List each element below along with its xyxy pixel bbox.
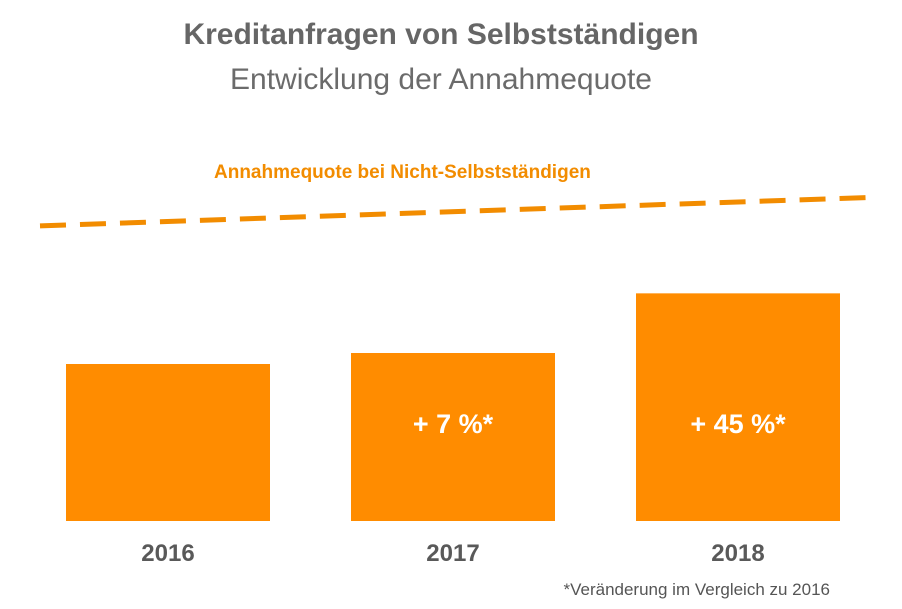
category-label-2017: 2017 [426, 540, 479, 567]
chart-subtitle: Entwicklung der Annahmequote [230, 63, 652, 96]
reference-line [39, 195, 867, 229]
bar-2016 [66, 364, 270, 521]
reference-line-label: Annahmequote bei Nicht-Selbstständigen [214, 162, 591, 183]
chart-title: Kreditanfragen von Selbstständigen [183, 18, 699, 51]
category-label-2018: 2018 [711, 540, 764, 567]
bar-2017 [351, 353, 555, 521]
bar-label-2018: + 45 %* [690, 409, 786, 439]
bar-label-2017: + 7 %* [413, 409, 494, 439]
bar-2018 [636, 293, 840, 521]
category-label-2016: 2016 [141, 540, 194, 567]
chart-footnote: *Veränderung im Vergleich zu 2016 [563, 580, 830, 599]
